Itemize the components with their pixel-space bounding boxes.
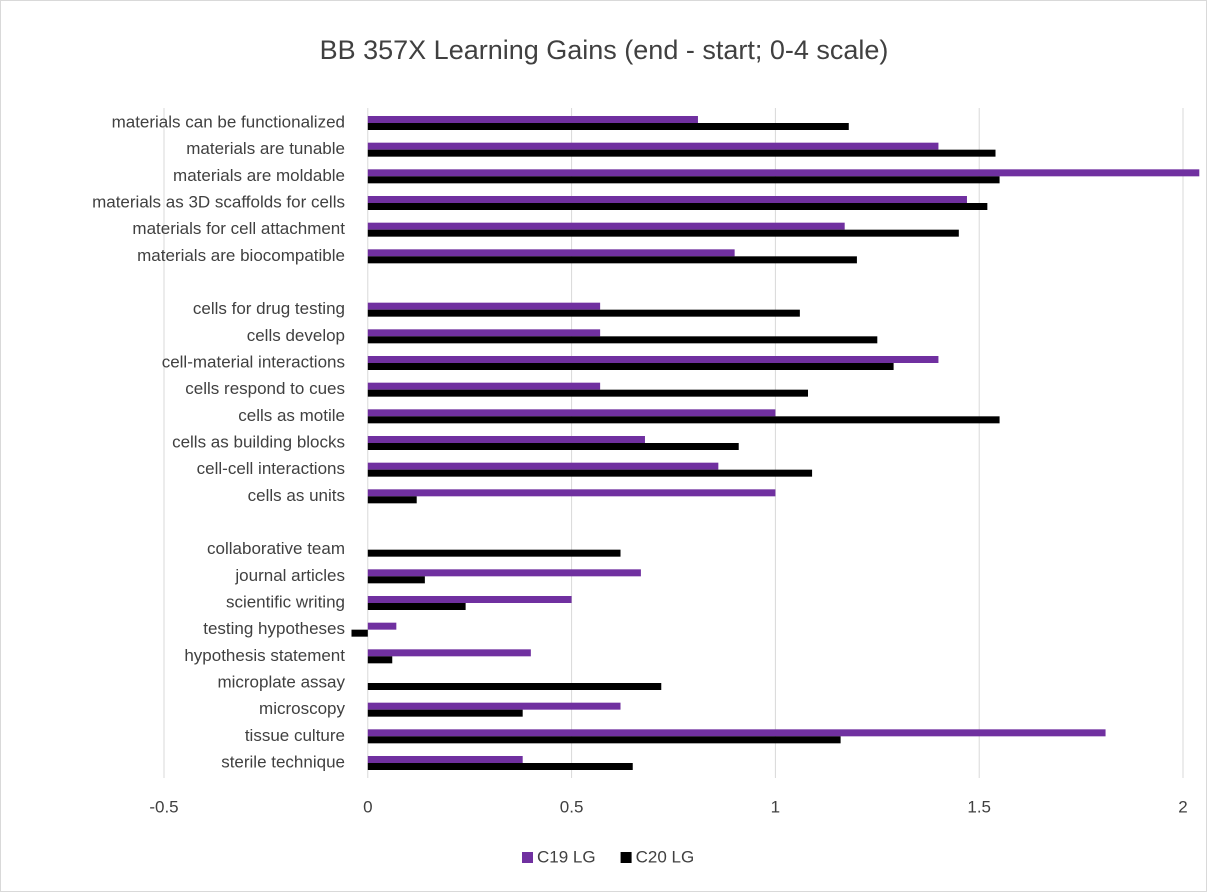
y-tick-label: materials are tunable	[186, 139, 345, 158]
bar	[367, 302, 601, 310]
bar	[367, 256, 857, 264]
x-tick-label: 0	[363, 797, 372, 816]
bar	[367, 249, 735, 257]
bar	[367, 409, 776, 417]
y-tick-label: microplate assay	[217, 672, 345, 691]
bar	[367, 756, 523, 763]
bar	[367, 203, 988, 210]
bar	[367, 736, 841, 744]
legend-label: C19 LG	[537, 847, 596, 866]
bar	[367, 309, 800, 317]
x-tick-label: -0.5	[149, 797, 178, 816]
bar	[367, 549, 621, 557]
y-tick-label: cells as motile	[238, 406, 345, 425]
y-tick-label: microscopy	[259, 699, 345, 718]
chart-title: BB 357X Learning Gains (end - start; 0-4…	[320, 35, 889, 65]
x-tick-label: 2	[1178, 797, 1187, 816]
bar	[367, 176, 1000, 184]
legend-swatch	[522, 852, 533, 863]
legend-swatch	[620, 852, 632, 863]
bar	[367, 149, 996, 157]
y-tick-label: cells as building blocks	[172, 432, 345, 451]
bar	[367, 443, 739, 450]
bar	[367, 222, 845, 230]
y-tick-label: cells develop	[247, 326, 345, 345]
bar	[367, 356, 939, 363]
bar	[367, 603, 466, 610]
bar	[367, 336, 878, 344]
bar	[367, 596, 572, 603]
y-tick-label: testing hypotheses	[203, 619, 345, 638]
bar	[367, 709, 523, 717]
x-tick-label: 1.5	[967, 797, 991, 816]
bar	[367, 649, 531, 657]
y-tick-label: hypothesis statement	[184, 646, 345, 665]
y-tick-label: cells respond to cues	[185, 379, 345, 398]
y-tick-label: sterile technique	[221, 752, 345, 771]
bar	[367, 382, 601, 390]
x-tick-label: 0.5	[560, 797, 584, 816]
bar	[367, 496, 417, 504]
bar	[367, 363, 894, 370]
y-tick-label: materials for cell attachment	[132, 219, 345, 238]
bar	[367, 196, 967, 203]
y-tick-label: materials are biocompatible	[137, 246, 345, 265]
bar	[367, 416, 1000, 424]
y-tick-label: scientific writing	[226, 592, 345, 611]
bar	[367, 569, 641, 577]
y-tick-label: cell-material interactions	[162, 352, 345, 371]
bar	[367, 656, 393, 664]
bar	[367, 683, 662, 690]
bar	[367, 622, 397, 630]
bar	[367, 329, 601, 337]
bar	[367, 763, 633, 770]
y-tick-label: materials as 3D scaffolds for cells	[92, 192, 345, 211]
y-tick-label: collaborative team	[207, 539, 345, 558]
legend-label: C20 LG	[636, 847, 695, 866]
bar	[367, 142, 939, 150]
x-tick-label: 1	[771, 797, 780, 816]
bar	[367, 702, 621, 710]
y-tick-label: cell-cell interactions	[197, 459, 345, 478]
y-tick-label: cells as units	[248, 486, 345, 505]
bar	[351, 629, 368, 637]
bar	[367, 389, 809, 397]
bar	[367, 436, 645, 443]
bar	[367, 729, 1106, 737]
y-tick-label: materials are moldable	[173, 166, 345, 185]
bar	[367, 489, 776, 497]
bar	[367, 123, 849, 130]
y-tick-label: tissue culture	[245, 726, 345, 745]
bar	[367, 469, 813, 477]
bar	[367, 229, 959, 237]
y-tick-label: materials can be functionalized	[112, 112, 345, 131]
bar	[367, 576, 425, 584]
bar	[367, 169, 1200, 177]
bar	[367, 116, 698, 123]
bar	[367, 462, 719, 470]
y-tick-label: cells for drug testing	[193, 299, 345, 318]
y-tick-label: journal articles	[234, 566, 345, 585]
